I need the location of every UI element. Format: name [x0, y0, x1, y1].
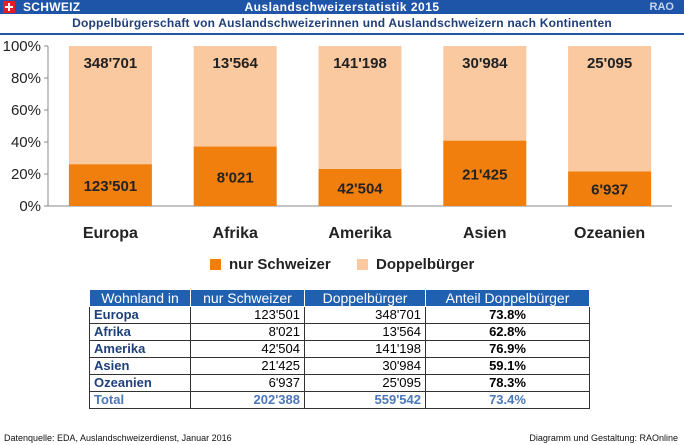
row-region: Europa: [89, 306, 191, 324]
y-tick-label: 20%: [11, 166, 41, 183]
chart-subtitle: Doppelbürgerschaft von Auslandschweizeri…: [72, 16, 612, 30]
total-doppelbuerger: 559'542: [304, 391, 426, 409]
bar-data-label: 123'501: [84, 178, 138, 195]
total-label: Total: [89, 391, 191, 409]
bar-data-label: 25'095: [587, 55, 632, 72]
legend-label-doppelbuerger: Doppelbürger: [376, 256, 475, 273]
bar-data-label: 141'198: [333, 55, 387, 72]
credit-note: Diagramm und Gestaltung: RAOnline: [529, 433, 678, 443]
row-anteil: 73.8%: [425, 306, 590, 324]
row-region: Ozeanien: [89, 374, 191, 392]
bar-doppelbuerger: [318, 46, 402, 169]
bar-nur-schweizer: [443, 140, 527, 206]
column-header: Doppelbürger: [304, 289, 426, 307]
table-header-row: Wohnland in nur Schweizer Doppelbürger A…: [89, 289, 590, 307]
swiss-flag-icon: [3, 1, 15, 13]
bar-data-label: 21'425: [462, 166, 507, 183]
row-doppelbuerger: 13'564: [304, 323, 426, 341]
row-anteil: 62.8%: [425, 323, 590, 341]
column-header: nur Schweizer: [190, 289, 305, 307]
row-anteil: 76.9%: [425, 340, 590, 358]
bar-nur-schweizer: [68, 164, 152, 206]
row-region: Asien: [89, 357, 191, 375]
y-tick-label: 0%: [19, 198, 41, 215]
legend-item-doppelbuerger: Doppelbürger: [357, 256, 474, 273]
header-divider: [0, 33, 684, 35]
legend-item-nur-schweizer: nur Schweizer: [210, 256, 331, 273]
table-total-row: Total 202'388 559'542 73.4%: [89, 391, 590, 409]
table-row: Amerika 42'504 141'198 76.9%: [89, 340, 590, 358]
x-tick-label: Afrika: [213, 225, 258, 242]
bar-nur-schweizer: [318, 168, 402, 206]
bar-nur-schweizer: [193, 146, 277, 206]
publisher-code: RAO: [649, 1, 674, 13]
x-tick-label: Ozeanien: [574, 225, 645, 242]
bar-data-label: 8'021: [217, 169, 254, 186]
bar-data-label: 13'564: [213, 55, 259, 72]
y-tick-label: 100%: [3, 38, 41, 55]
bar-data-label: 6'937: [591, 182, 628, 199]
country-label: SCHWEIZ: [23, 0, 81, 14]
x-tick-label: Europa: [83, 225, 138, 242]
y-tick-label: 60%: [11, 102, 41, 119]
bar-data-label: 348'701: [84, 55, 138, 72]
row-anteil: 59.1%: [425, 357, 590, 375]
stacked-bar-chart: 0% 20% 40% 60% 80% 100% 123'501 348'701 Europa 8'…: [3, 38, 672, 242]
total-anteil: 73.4%: [425, 391, 590, 409]
row-doppelbuerger: 30'984: [304, 357, 426, 375]
row-region: Amerika: [89, 340, 191, 358]
total-nur-schweizer: 202'388: [190, 391, 305, 409]
legend-label-nur-schweizer: nur Schweizer: [229, 256, 331, 273]
row-nur-schweizer: 6'937: [190, 374, 305, 392]
table-row: Afrika 8'021 13'564 62.8%: [89, 323, 590, 341]
data-source-note: Datenquelle: EDA, Auslandschweizerdienst…: [4, 433, 232, 443]
table-row: Asien 21'425 30'984 59.1%: [89, 357, 590, 375]
bar-data-label: 30'984: [462, 55, 508, 72]
legend-swatch-peach: [357, 259, 368, 270]
row-doppelbuerger: 348'701: [304, 306, 426, 324]
row-anteil: 78.3%: [425, 374, 590, 392]
bar-nur-schweizer: [568, 171, 652, 206]
bar-doppelbuerger: [568, 46, 652, 172]
row-nur-schweizer: 21'425: [190, 357, 305, 375]
row-doppelbuerger: 25'095: [304, 374, 426, 392]
title-bar: SCHWEIZ Auslandschweizerstatistik 2015 R…: [0, 0, 684, 14]
row-nur-schweizer: 8'021: [190, 323, 305, 341]
bar-doppelbuerger: [193, 46, 277, 147]
row-nur-schweizer: 42'504: [190, 340, 305, 358]
row-doppelbuerger: 141'198: [304, 340, 426, 358]
x-tick-label: Amerika: [328, 225, 391, 242]
bar-doppelbuerger: [443, 46, 527, 141]
legend-swatch-orange: [210, 259, 221, 270]
column-header: Wohnland in: [89, 289, 191, 307]
row-region: Afrika: [89, 323, 191, 341]
column-header: Anteil Doppelbürger: [425, 289, 590, 307]
bar-data-label: 42'504: [337, 180, 383, 197]
y-tick-label: 80%: [11, 70, 41, 87]
page-title: Auslandschweizerstatistik 2015: [244, 0, 440, 14]
table-row: Ozeanien 6'937 25'095 78.3%: [89, 374, 590, 392]
x-tick-label: Asien: [463, 225, 507, 242]
row-nur-schweizer: 123'501: [190, 306, 305, 324]
data-table: Wohnland in nur Schweizer Doppelbürger A…: [89, 289, 590, 409]
bar-doppelbuerger: [68, 46, 152, 165]
table-row: Europa 123'501 348'701 73.8%: [89, 306, 590, 324]
y-tick-label: 40%: [11, 134, 41, 151]
